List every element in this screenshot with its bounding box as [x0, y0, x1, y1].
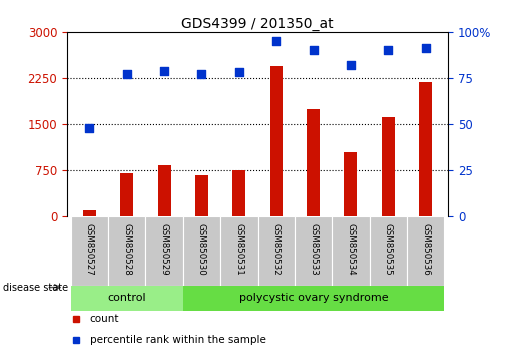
Text: GSM850529: GSM850529	[160, 223, 168, 276]
Bar	[332, 216, 370, 286]
Text: GSM850527: GSM850527	[85, 223, 94, 276]
Text: GSM850533: GSM850533	[309, 223, 318, 276]
Point	[272, 38, 280, 44]
Bar	[258, 216, 295, 286]
Bar	[183, 216, 220, 286]
Point	[85, 125, 94, 131]
Text: GSM850536: GSM850536	[421, 223, 430, 276]
Text: GSM850535: GSM850535	[384, 223, 393, 276]
Text: GSM850530: GSM850530	[197, 223, 206, 276]
Bar	[71, 286, 183, 311]
Text: percentile rank within the sample: percentile rank within the sample	[90, 335, 266, 346]
Bar	[220, 216, 258, 286]
Bar	[370, 216, 407, 286]
Bar	[195, 175, 208, 216]
Bar	[307, 109, 320, 216]
Text: polycystic ovary syndrome: polycystic ovary syndrome	[239, 293, 388, 303]
Text: GSM850531: GSM850531	[234, 223, 243, 276]
Bar	[120, 173, 133, 216]
Point	[384, 47, 392, 53]
Bar	[345, 152, 357, 216]
Point	[310, 47, 318, 53]
Text: GSM850528: GSM850528	[122, 223, 131, 276]
Bar	[83, 210, 96, 216]
Bar	[382, 117, 395, 216]
Text: disease state: disease state	[3, 282, 67, 292]
Bar	[407, 216, 444, 286]
Bar	[419, 82, 432, 216]
Text: control: control	[108, 293, 146, 303]
Bar	[183, 286, 444, 311]
Title: GDS4399 / 201350_at: GDS4399 / 201350_at	[181, 17, 334, 31]
Point	[347, 62, 355, 68]
Text: GSM850532: GSM850532	[272, 223, 281, 276]
Bar	[108, 216, 145, 286]
Bar	[145, 216, 183, 286]
Text: GSM850534: GSM850534	[347, 223, 355, 276]
Point	[421, 46, 430, 51]
Bar	[295, 216, 332, 286]
Point	[235, 70, 243, 75]
Text: count: count	[90, 314, 119, 324]
Point	[160, 68, 168, 73]
Bar	[232, 170, 245, 216]
Bar	[71, 216, 108, 286]
Bar	[270, 66, 283, 216]
Bar	[158, 165, 170, 216]
Point	[197, 72, 205, 77]
Point	[123, 72, 131, 77]
